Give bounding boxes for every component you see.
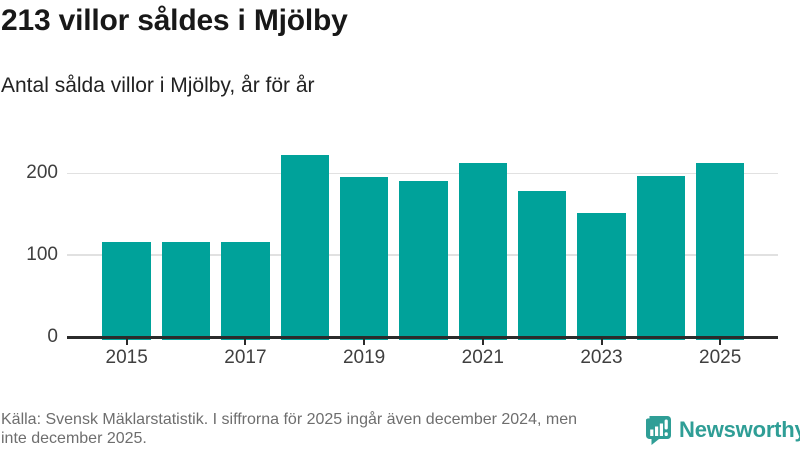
bar-2017 <box>221 242 270 341</box>
newsworthy-bubble-chart-icon <box>646 416 671 445</box>
x-tick-2017 <box>244 338 247 345</box>
x-axis-label-2019: 2019 <box>342 347 386 368</box>
y-axis-label-100: 100 <box>26 244 58 266</box>
bar-2016 <box>161 242 211 341</box>
x-tick-2025 <box>719 338 722 345</box>
bar-2024 <box>636 175 686 341</box>
x-axis-label-2023: 2023 <box>580 347 623 368</box>
x-axis-label-2021: 2021 <box>461 347 504 368</box>
x-tick-2021 <box>481 338 484 345</box>
bar-2015 <box>102 242 151 341</box>
x-tick-2015 <box>125 338 128 345</box>
bar-chart: 0 100 200 2015 2017 2019 2021 2023 2025 <box>0 150 800 382</box>
source-note-line1: Källa: Svensk Mäklarstatistik. I siffror… <box>1 411 577 428</box>
bar-2021 <box>458 162 508 341</box>
source-note-line2: inte december 2025. <box>1 430 147 447</box>
bar-2022 <box>517 191 567 341</box>
gridline-200 <box>67 172 778 175</box>
bar-2020 <box>399 180 448 341</box>
bar-2025 <box>695 162 745 341</box>
x-axis-label-2025: 2025 <box>699 347 742 368</box>
x-axis-label-2015: 2015 <box>105 347 148 368</box>
newsworthy-logo[interactable]: Newsworthy <box>645 414 800 446</box>
y-axis-label-200: 200 <box>26 162 58 184</box>
bar-2023 <box>577 212 626 341</box>
source-note: Källa: Svensk Mäklarstatistik. I siffror… <box>1 410 637 448</box>
x-tick-2023 <box>600 338 603 345</box>
x-axis-line <box>67 335 778 339</box>
x-tick-2019 <box>363 338 366 345</box>
y-axis-label-0: 0 <box>47 326 58 347</box>
x-axis-label-2017: 2017 <box>224 347 267 368</box>
bar-2018 <box>280 155 329 341</box>
bar-2019 <box>339 177 389 341</box>
page-title: 213 villor såldes i Mjölby <box>1 4 348 37</box>
newsworthy-logo-text: Newsworthy <box>679 417 800 442</box>
chart-subtitle: Antal sålda villor i Mjölby, år för år <box>1 74 315 97</box>
